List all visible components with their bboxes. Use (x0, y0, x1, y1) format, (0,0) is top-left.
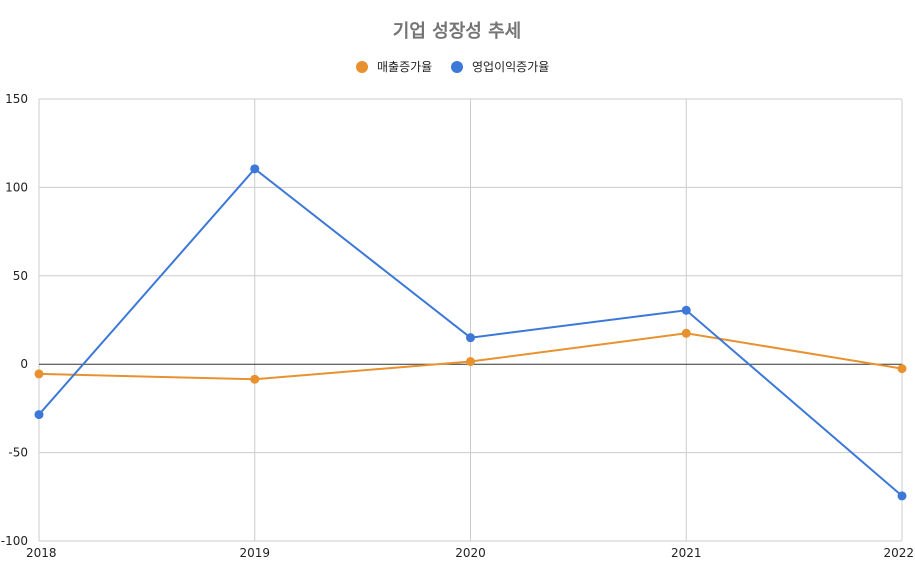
data-point (34, 410, 44, 420)
x-tick-label: 2020 (455, 546, 486, 560)
grid (38, 98, 903, 542)
y-tick-label: 150 (5, 92, 28, 106)
y-tick-label: 0 (20, 357, 28, 371)
data-point (250, 374, 260, 384)
data-point (34, 369, 44, 379)
data-point (897, 491, 907, 501)
x-tick-label: 2022 (883, 546, 914, 560)
y-tick-label: -50 (8, 446, 28, 460)
data-point (681, 305, 691, 315)
x-axis-ticks: 2018 2019 2020 2021 2022 (26, 546, 914, 560)
legend-label: 영업이익증가율 (472, 60, 549, 74)
chart-title: 기업 성장성 추세 (393, 21, 521, 42)
data-point (466, 333, 475, 343)
y-tick-label: -100 (1, 534, 28, 548)
legend-label: 매출증가율 (377, 60, 432, 74)
y-tick-label: 100 (5, 180, 28, 194)
y-axis-ticks: 150 100 50 0 -50 -100 (1, 92, 28, 548)
legend: 매출증가율 영업이익증가율 (356, 60, 549, 74)
data-point (897, 364, 907, 374)
x-tick-label: 2019 (239, 546, 270, 560)
legend-marker (451, 61, 463, 73)
legend-marker (356, 61, 368, 73)
x-tick-label: 2018 (26, 546, 57, 560)
data-point (466, 357, 475, 367)
series-layer (34, 164, 907, 501)
data-point (250, 164, 260, 174)
x-tick-label: 2021 (671, 546, 702, 560)
y-tick-label: 50 (13, 269, 28, 283)
data-point (681, 328, 691, 338)
